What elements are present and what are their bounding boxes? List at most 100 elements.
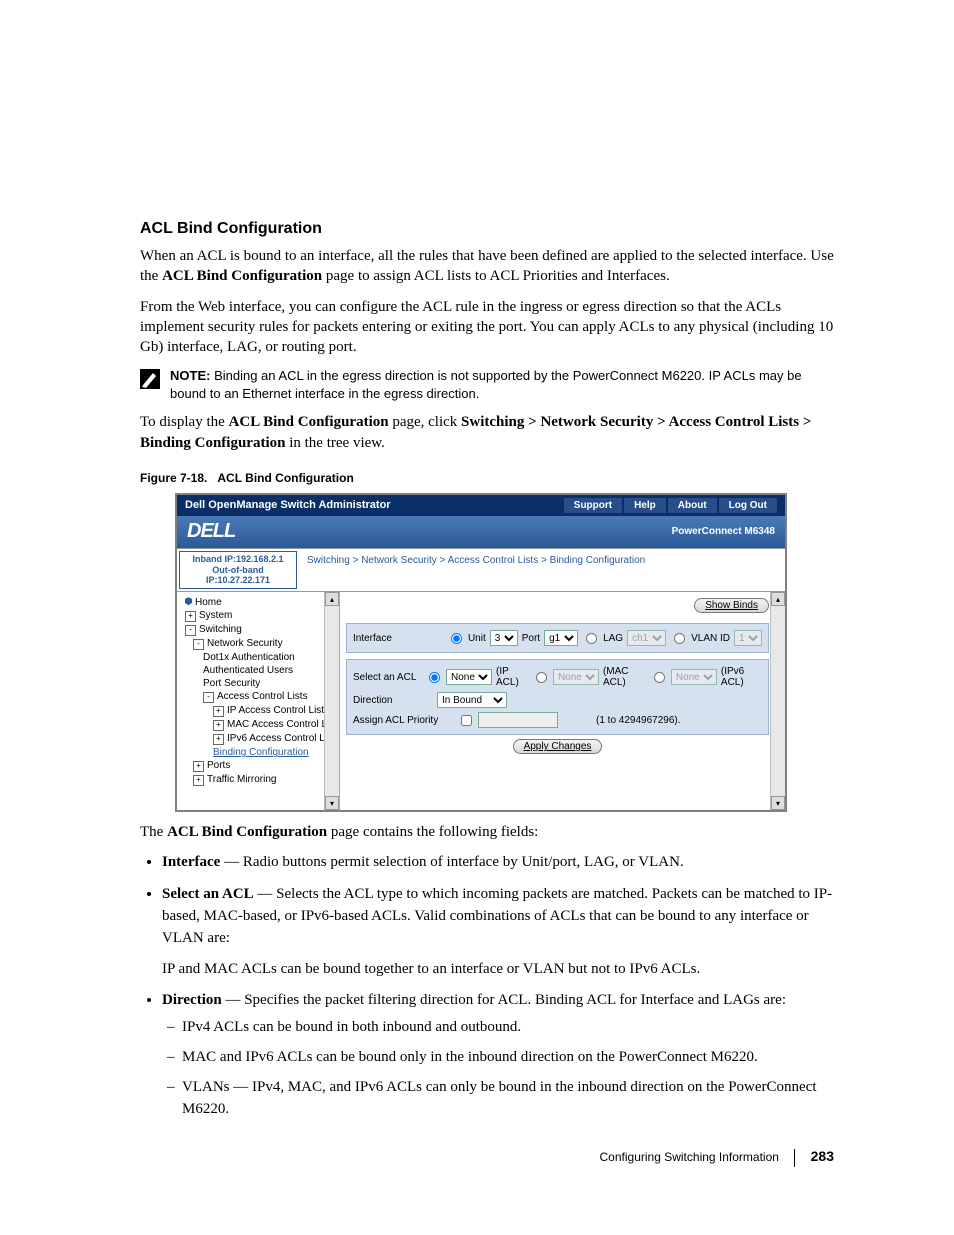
field-interface: Interface — Radio buttons permit selecti… <box>162 852 834 874</box>
expand-icon[interactable]: + <box>193 775 204 786</box>
tree-system-label: System <box>199 610 232 621</box>
direction-sublist: IPv4 ACLs can be bound in both inbound a… <box>182 1017 834 1120</box>
priority-checkbox[interactable] <box>461 715 472 726</box>
paragraph-1: When an ACL is bound to an interface, al… <box>140 246 834 287</box>
screenshot: Dell OpenManage Switch Administrator Sup… <box>175 493 787 812</box>
para3-c: page, click <box>389 414 461 430</box>
ipacl-select[interactable]: None <box>446 669 492 685</box>
interface-panel: Interface Unit 3 Port g1 LAG ch1 VLAN ID… <box>346 623 769 653</box>
note-icon <box>140 369 160 389</box>
select-acl-row: Select an ACL None (IP ACL) None (MAC AC… <box>353 664 762 690</box>
ipv6acl-suffix: (IPv6 ACL) <box>721 666 762 688</box>
unit-radio[interactable] <box>451 633 462 644</box>
scroll-down-icon[interactable]: ▾ <box>325 796 339 810</box>
note-label: NOTE: <box>170 368 210 383</box>
field-select-acl: Select an ACL — Selects the ACL type to … <box>162 884 834 980</box>
breadcrumb: Switching > Network Security > Access Co… <box>299 549 785 591</box>
tree-ports-label: Ports <box>207 760 230 771</box>
ip-box: Inband IP:192.168.2.1 Out-of-band IP:10.… <box>179 551 297 589</box>
ipv6acl-radio[interactable] <box>654 672 665 683</box>
tree-scrollbar[interactable]: ▴ ▾ <box>324 592 339 810</box>
scroll-up-icon[interactable]: ▴ <box>325 592 339 606</box>
window-titlebar: Dell OpenManage Switch Administrator Sup… <box>177 495 785 516</box>
logo-bar: DELL PowerConnect M6348 <box>177 516 785 548</box>
lag-select: ch1 <box>627 630 666 646</box>
collapse-icon[interactable]: - <box>203 692 214 703</box>
unit-select[interactable]: 3 <box>490 630 518 646</box>
scroll-down-icon[interactable]: ▾ <box>771 796 785 810</box>
field-select-head: Select an ACL <box>162 886 254 902</box>
tree-ip-acl[interactable]: +IP Access Control Lists <box>181 704 339 718</box>
inband-ip: Inband IP:192.168.2.1 <box>184 554 292 565</box>
direction-select[interactable]: In Bound <box>437 692 507 708</box>
priority-row: Assign ACL Priority (1 to 4294967296). <box>353 710 762 730</box>
para3-a: To display the <box>140 414 229 430</box>
tree-ports[interactable]: +Ports <box>181 759 339 773</box>
macacl-select: None <box>553 669 599 685</box>
scroll-up-icon[interactable]: ▴ <box>771 592 785 606</box>
collapse-icon[interactable]: - <box>185 625 196 636</box>
port-select[interactable]: g1 <box>544 630 578 646</box>
unit-label: Unit <box>468 633 486 644</box>
vlan-select: 1 <box>734 630 762 646</box>
lag-radio[interactable] <box>586 633 597 644</box>
ip-bar: Inband IP:192.168.2.1 Out-of-band IP:10.… <box>177 548 785 592</box>
tree-network-security[interactable]: -Network Security <box>181 637 339 651</box>
tree-binding-config[interactable]: Binding Configuration <box>181 746 339 759</box>
page-footer: Configuring Switching Information 283 <box>140 1148 834 1167</box>
fields-intro: The ACL Bind Configuration page contains… <box>140 822 834 842</box>
field-interface-body: — Radio buttons permit selection of inte… <box>220 854 683 870</box>
apply-changes-button[interactable]: Apply Changes <box>513 739 603 754</box>
expand-icon[interactable]: + <box>213 706 224 717</box>
topnav-links: Support Help About Log Out <box>562 498 777 513</box>
tree-traffic-mirroring[interactable]: +Traffic Mirroring <box>181 773 339 787</box>
vlan-radio[interactable] <box>674 633 685 644</box>
tree-switching[interactable]: -Switching <box>181 623 339 637</box>
note-text: NOTE: Binding an ACL in the egress direc… <box>170 367 834 402</box>
port-label: Port <box>522 633 540 644</box>
fig-num: Figure 7-18. <box>140 471 207 485</box>
fig-title: ACL Bind Configuration <box>217 471 353 485</box>
ipacl-suffix: (IP ACL) <box>496 666 528 688</box>
paragraph-3: To display the ACL Bind Configuration pa… <box>140 412 834 453</box>
direction-row: Direction In Bound <box>353 690 762 710</box>
expand-icon[interactable]: + <box>185 611 196 622</box>
field-interface-head: Interface <box>162 854 220 870</box>
logout-link[interactable]: Log Out <box>719 498 777 513</box>
tree-auth-users[interactable]: Authenticated Users <box>181 664 339 677</box>
page-number: 283 <box>811 1148 834 1164</box>
tree-ipv6-acl[interactable]: +IPv6 Access Control Lists <box>181 732 339 746</box>
help-link[interactable]: Help <box>624 498 666 513</box>
home-icon <box>185 597 192 605</box>
tree-dot1x[interactable]: Dot1x Authentication <box>181 651 339 664</box>
footer-separator <box>794 1149 795 1167</box>
tree-netsec-label: Network Security <box>207 638 283 649</box>
ipacl-radio[interactable] <box>429 672 440 683</box>
acl-panel: Select an ACL None (IP ACL) None (MAC AC… <box>346 659 769 735</box>
show-binds-button[interactable]: Show Binds <box>694 598 769 613</box>
lag-label: LAG <box>603 633 623 644</box>
expand-icon[interactable]: + <box>193 761 204 772</box>
interface-label: Interface <box>353 633 433 644</box>
tree-acl[interactable]: -Access Control Lists <box>181 690 339 704</box>
about-link[interactable]: About <box>668 498 717 513</box>
tree-mac-acl[interactable]: +MAC Access Control Lists <box>181 718 339 732</box>
tree-system[interactable]: +System <box>181 609 339 623</box>
outofband-ip: Out-of-band IP:10.27.22.171 <box>184 565 292 587</box>
macacl-radio[interactable] <box>536 672 547 683</box>
main-scrollbar[interactable]: ▴ ▾ <box>770 592 785 810</box>
field-direction: Direction — Specifies the packet filteri… <box>162 990 834 1121</box>
field-select-sub: IP and MAC ACLs can be bound together to… <box>162 959 834 979</box>
expand-icon[interactable]: + <box>213 734 224 745</box>
collapse-icon[interactable]: - <box>193 639 204 650</box>
dir-sub3: VLANs — IPv4, MAC, and IPv6 ACLs can onl… <box>182 1077 834 1121</box>
expand-icon[interactable]: + <box>213 720 224 731</box>
window-title: Dell OpenManage Switch Administrator <box>185 499 391 511</box>
intro-a: The <box>140 824 167 840</box>
intro-c: page contains the following fields: <box>327 824 538 840</box>
tree-port-security[interactable]: Port Security <box>181 677 339 690</box>
support-link[interactable]: Support <box>564 498 622 513</box>
tree-home[interactable]: Home <box>181 596 339 609</box>
screenshot-body: Home +System -Switching -Network Securit… <box>177 592 785 810</box>
priority-range: (1 to 4294967296). <box>596 715 681 726</box>
